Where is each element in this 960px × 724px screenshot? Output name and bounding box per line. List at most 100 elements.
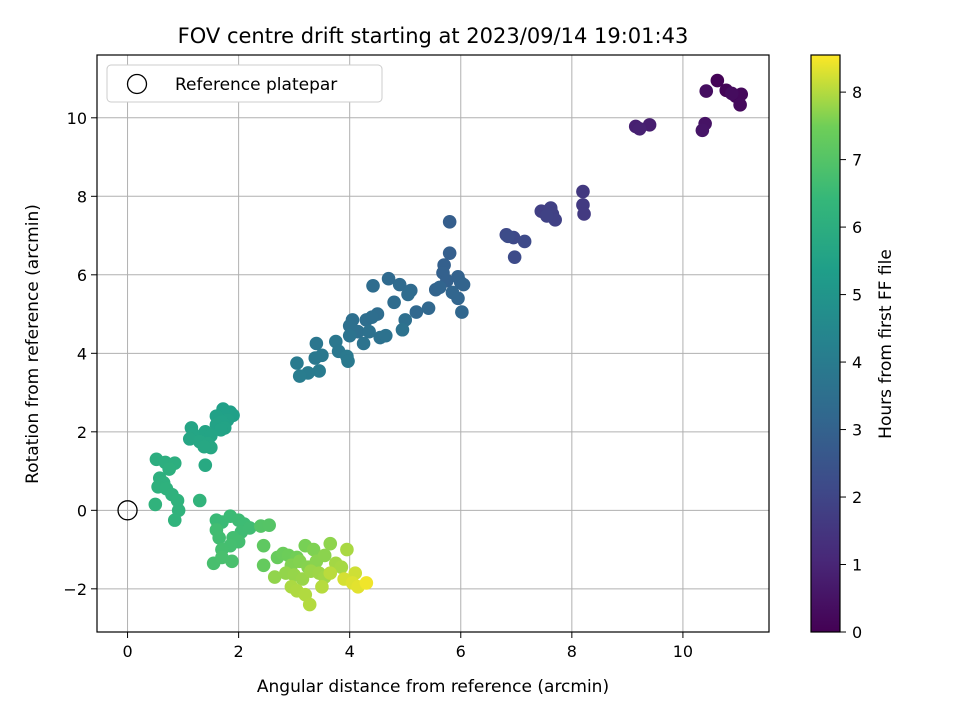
scatter-point <box>267 570 282 584</box>
scatter-point <box>540 209 554 223</box>
scatter-point <box>577 207 591 221</box>
reference-platepar-marker <box>117 500 138 521</box>
scatter-point <box>724 86 739 101</box>
y-tick-label: 4 <box>77 344 87 363</box>
y-axis-label: Rotation from reference (arcmin) <box>23 204 43 484</box>
colorbar-tick-label: 3 <box>852 421 862 440</box>
scatter-point <box>710 73 725 88</box>
grid-lines <box>97 55 769 632</box>
scatter-point <box>225 554 239 569</box>
scatter-points <box>148 73 749 612</box>
scatter-point <box>256 538 271 553</box>
scatter-point <box>302 597 317 612</box>
scatter-point <box>517 234 532 249</box>
y-tick-label: 6 <box>77 266 87 285</box>
scatter-point <box>256 558 271 573</box>
scatter-point <box>290 356 304 370</box>
scatter-point <box>315 580 329 594</box>
scatter-point <box>323 536 338 551</box>
scatter-point <box>507 250 522 264</box>
legend-reference-label: Reference platepar <box>175 75 337 95</box>
scatter-point <box>312 364 326 378</box>
scatter-point <box>340 542 354 557</box>
scatter-point <box>455 305 469 319</box>
x-axis-ticks: 0 2 4 6 8 10 <box>122 632 693 661</box>
scatter-point <box>214 423 228 437</box>
scatter-point <box>192 493 207 508</box>
scatter-point <box>451 291 465 306</box>
scatter-point <box>395 322 410 337</box>
colorbar-ticks: 0 1 2 3 4 5 6 7 8 <box>840 83 862 642</box>
x-tick-label: 2 <box>234 642 244 661</box>
colorbar-tick-label: 0 <box>852 623 862 642</box>
colorbar: 0 1 2 3 4 5 6 7 8 Hours from first FF file <box>810 54 896 642</box>
legend: Reference platepar <box>106 64 383 103</box>
scatter-point <box>366 279 380 293</box>
scatter-point <box>197 439 211 454</box>
scatter-point <box>362 324 376 339</box>
scatter-point <box>342 328 357 343</box>
x-tick-label: 6 <box>456 642 466 661</box>
scatter-point <box>695 123 710 138</box>
x-tick-label: 0 <box>122 642 132 661</box>
scatter-point <box>632 121 647 136</box>
legend-box <box>106 64 383 103</box>
chart-title: FOV centre drift starting at 2023/09/14 … <box>178 24 689 48</box>
y-tick-label: 8 <box>77 187 87 206</box>
scatter-point <box>162 462 176 476</box>
scatter-point <box>733 98 747 112</box>
scatter-point <box>306 542 321 557</box>
legend-reference-icon <box>126 73 148 95</box>
scatter-point <box>409 305 424 319</box>
scatter-point <box>317 548 332 563</box>
scatter-point <box>308 351 323 365</box>
colorbar-tick-label: 1 <box>852 556 862 575</box>
scatter-point <box>365 310 379 325</box>
scatter-point <box>421 301 436 315</box>
scatter-point <box>323 566 338 580</box>
scatter-point <box>401 287 415 302</box>
scatter-point <box>442 246 457 261</box>
scatter-point <box>341 354 355 368</box>
colorbar-tick-label: 8 <box>852 83 862 102</box>
scatter-point <box>699 84 714 98</box>
scatter-point <box>442 215 457 229</box>
scatter-point <box>501 229 515 244</box>
scatter-point <box>387 295 401 310</box>
colorbar-label: Hours from first FF file <box>876 249 896 439</box>
scatter-point <box>262 518 276 533</box>
scatter-point <box>378 328 393 343</box>
x-axis-label: Angular distance from reference (arcmin) <box>257 677 609 697</box>
scatter-point <box>148 497 163 512</box>
scatter-point <box>456 277 471 292</box>
y-tick-label: 0 <box>77 501 87 520</box>
scatter-point <box>167 513 182 527</box>
scatter-point <box>432 280 447 295</box>
y-tick-label: 2 <box>77 423 87 442</box>
y-tick-label: −2 <box>63 580 87 599</box>
x-tick-label: 10 <box>673 642 693 661</box>
scatter-point <box>356 336 371 351</box>
scatter-point <box>381 271 396 286</box>
x-tick-label: 4 <box>345 642 355 661</box>
scatter-point <box>292 369 307 383</box>
scatter-point <box>576 184 590 199</box>
x-tick-label: 8 <box>567 642 577 661</box>
scatter-point <box>212 530 226 545</box>
y-tick-label: 10 <box>67 109 87 128</box>
scatter-point <box>359 576 374 590</box>
plot-frame <box>96 54 770 633</box>
colorbar-gradient <box>811 55 840 632</box>
scatter-point <box>242 521 257 535</box>
y-axis-ticks: −2 0 2 4 6 8 10 <box>63 109 97 599</box>
scatter-point <box>170 493 185 508</box>
colorbar-tick-label: 6 <box>852 218 862 237</box>
colorbar-tick-label: 7 <box>852 151 862 170</box>
colorbar-tick-label: 5 <box>852 286 862 305</box>
colorbar-tick-label: 2 <box>852 488 862 507</box>
colorbar-frame <box>810 54 841 633</box>
scatter-point <box>334 560 349 575</box>
colorbar-tick-label: 4 <box>852 353 862 372</box>
